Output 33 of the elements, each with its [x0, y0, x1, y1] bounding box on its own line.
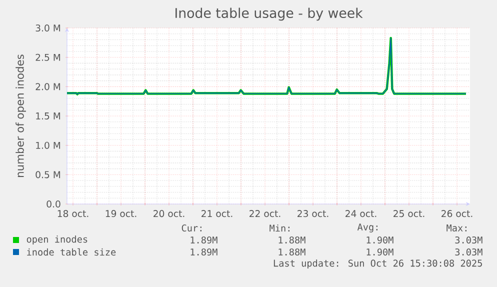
text: 1.90M: [366, 248, 394, 256]
text: Last update: Sun Oct 26 15:30:08 2025: [274, 259, 482, 269]
y-tick-label: 0.0: [46, 200, 60, 208]
x-tick-label: 24 oct.: [346, 210, 376, 218]
text: Avg:: [357, 224, 378, 232]
text: Max:: [446, 224, 466, 232]
text: 3.03M: [455, 248, 482, 256]
text: Min:: [270, 224, 290, 232]
x-tick-label: 18 oct.: [58, 210, 88, 218]
x-tick-label: 22 oct.: [250, 210, 280, 218]
x-tick-label: 23 oct.: [298, 210, 328, 218]
y-tick-label: 2.5 M: [36, 54, 60, 61]
y-tick-label: 0.5 M: [36, 171, 60, 178]
text: 1.89M: [190, 248, 218, 256]
y-tick-label: 1.0 M: [36, 142, 60, 149]
text: 1.88M: [278, 236, 306, 244]
y-axis-title: number of open inodes: [16, 54, 26, 177]
text: Cur:: [182, 224, 202, 232]
y-tick-label: 1.5 M: [36, 112, 60, 120]
text: 3.03M: [455, 236, 482, 244]
x-tick-label: 26 oct.: [442, 210, 472, 218]
text: 1.89M: [190, 236, 218, 244]
legend-label: inode table size: [27, 248, 116, 256]
x-tick-label: 20 oct.: [154, 210, 184, 218]
text: 1.88M: [278, 248, 306, 256]
text: 1.90M: [366, 236, 394, 244]
chart-title: Inode table usage - by week: [176, 8, 363, 21]
y-tick-label: 3.0 M: [36, 24, 60, 32]
y-tick-label: 2.0 M: [36, 83, 60, 90]
x-tick-label: 19 oct.: [106, 210, 136, 218]
x-tick-label: 25 oct.: [394, 210, 424, 218]
legend-label: open inodes: [26, 235, 88, 245]
x-tick-label: 21 oct.: [202, 210, 232, 218]
